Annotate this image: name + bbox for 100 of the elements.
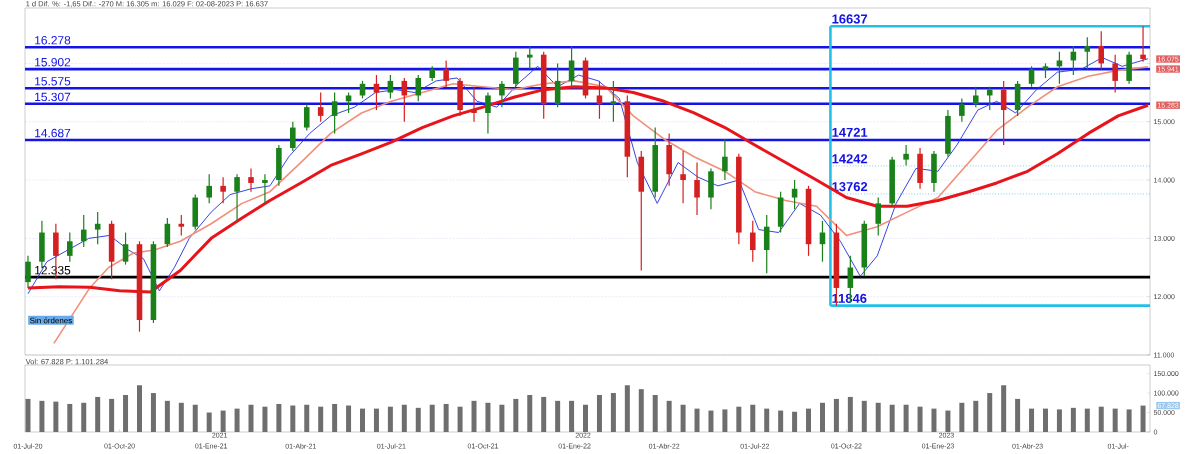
candlestick bbox=[610, 80, 617, 123]
bar bbox=[220, 410, 226, 432]
bar bbox=[123, 394, 129, 432]
bar bbox=[360, 408, 366, 432]
candlestick bbox=[471, 86, 477, 123]
candlestick bbox=[317, 91, 324, 123]
ref-line-label: 13762 bbox=[832, 182, 868, 192]
candlestick bbox=[373, 74, 380, 111]
candlestick bbox=[596, 80, 603, 120]
bar bbox=[178, 402, 184, 432]
bar bbox=[973, 400, 979, 432]
bar bbox=[847, 396, 853, 432]
candlestick bbox=[986, 86, 993, 111]
bar bbox=[136, 385, 142, 432]
bar bbox=[1098, 406, 1104, 432]
candlestick bbox=[25, 255, 31, 289]
bar bbox=[109, 398, 115, 432]
candlestick bbox=[262, 173, 268, 204]
bar bbox=[1056, 409, 1062, 432]
bar bbox=[945, 410, 951, 432]
candlestick bbox=[206, 173, 212, 204]
candlestick bbox=[903, 144, 909, 167]
bar bbox=[652, 394, 658, 432]
candlestick bbox=[694, 161, 700, 216]
bar bbox=[262, 406, 268, 432]
candlestick bbox=[1056, 51, 1063, 85]
candlestick bbox=[67, 231, 73, 263]
bar bbox=[206, 412, 212, 432]
annotation: 14721 bbox=[832, 127, 868, 137]
candlestick bbox=[485, 91, 491, 134]
bar bbox=[192, 404, 198, 432]
candlestick bbox=[234, 173, 240, 222]
candlestick bbox=[220, 176, 226, 204]
ref-line-label: 15.575 bbox=[35, 77, 71, 86]
bar bbox=[415, 407, 421, 432]
candlestick bbox=[331, 91, 338, 134]
candlestick bbox=[443, 59, 449, 88]
bar bbox=[764, 408, 770, 432]
bar bbox=[1015, 398, 1021, 432]
candlestick bbox=[387, 74, 394, 99]
bar bbox=[387, 406, 393, 432]
candlestick bbox=[94, 211, 101, 245]
bar bbox=[583, 404, 589, 432]
bar bbox=[346, 405, 352, 432]
bar bbox=[95, 396, 101, 432]
candlestick bbox=[875, 196, 882, 237]
bar bbox=[1084, 408, 1090, 432]
bar bbox=[39, 400, 45, 432]
bar bbox=[471, 400, 477, 432]
bar bbox=[778, 410, 784, 432]
bar bbox=[541, 396, 547, 432]
bar bbox=[624, 385, 630, 432]
ref-line-label: 16637 bbox=[832, 14, 868, 24]
bar bbox=[889, 404, 895, 432]
candlestick bbox=[80, 214, 87, 248]
bar bbox=[666, 400, 672, 432]
bar bbox=[1001, 385, 1007, 432]
bar bbox=[81, 402, 87, 432]
bar bbox=[429, 404, 435, 432]
bar bbox=[708, 410, 714, 432]
candlestick bbox=[415, 74, 422, 102]
bar bbox=[164, 400, 170, 432]
candlestick bbox=[1084, 36, 1091, 70]
bar bbox=[1029, 408, 1035, 432]
bar bbox=[443, 403, 449, 432]
candlestick bbox=[959, 97, 965, 123]
bar bbox=[806, 408, 812, 432]
bar bbox=[736, 406, 742, 432]
bar bbox=[750, 404, 756, 432]
candlestick bbox=[345, 91, 352, 114]
bar bbox=[457, 406, 463, 432]
bar bbox=[25, 398, 31, 432]
bar bbox=[931, 408, 937, 432]
bar bbox=[401, 404, 407, 432]
bar bbox=[1112, 408, 1118, 432]
candlestick bbox=[1112, 54, 1118, 94]
bar bbox=[903, 404, 909, 432]
bar bbox=[610, 393, 616, 432]
ref-line-label: 15.307 bbox=[35, 92, 71, 102]
bar bbox=[332, 403, 338, 432]
ref-line-label: 15.902 bbox=[35, 57, 71, 67]
bar bbox=[150, 393, 156, 432]
bar bbox=[1126, 409, 1132, 432]
candlestick bbox=[526, 45, 533, 70]
ref-line-label: 14242 bbox=[832, 154, 868, 164]
bar bbox=[861, 400, 867, 432]
candlestick bbox=[290, 121, 296, 152]
candlestick bbox=[248, 167, 254, 193]
bar bbox=[248, 404, 254, 432]
bar bbox=[234, 408, 240, 432]
candlestick bbox=[568, 45, 575, 88]
candlestick bbox=[178, 214, 185, 237]
candlestick bbox=[973, 86, 979, 108]
candlestick bbox=[303, 103, 310, 132]
ref-line-label: 14.687 bbox=[35, 128, 71, 138]
bar bbox=[290, 405, 296, 432]
bar bbox=[485, 402, 491, 432]
bar bbox=[722, 409, 728, 432]
bar bbox=[1070, 407, 1076, 432]
bar bbox=[1042, 408, 1048, 432]
